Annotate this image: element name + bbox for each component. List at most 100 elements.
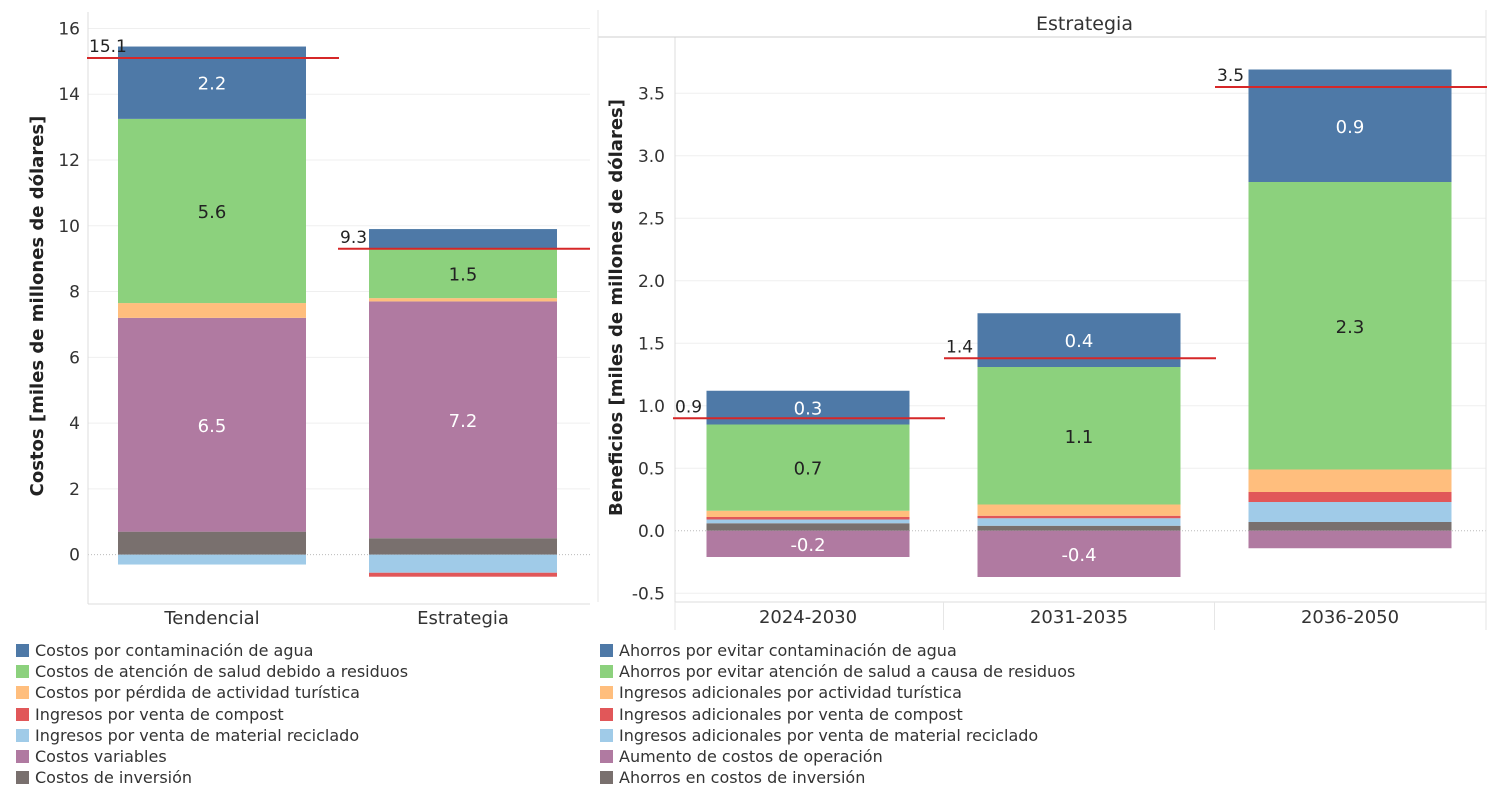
legend-costs: Costos por contaminación de agua Costos d… <box>16 640 408 788</box>
y-tick-label: 6 <box>69 348 80 368</box>
y-tick-label: -0.5 <box>632 584 665 604</box>
legend-benefits: Ahorros por evitar contaminación de agua… <box>600 640 1075 788</box>
y-tick-label: 8 <box>69 283 80 303</box>
legend: Costos por contaminación de agua Costos d… <box>0 640 1500 800</box>
bar-segment-red <box>1248 492 1452 502</box>
legend-label: Ahorros por evitar contaminación de agua <box>619 641 957 661</box>
x-tick-label: 2036-2050 <box>1301 607 1399 628</box>
bar-segment-orange <box>1248 469 1452 492</box>
bar-segment-orange <box>706 510 910 517</box>
legend-label: Ingresos por venta de compost <box>35 704 284 724</box>
y-tick-label: 1.0 <box>638 397 665 417</box>
legend-item: Costos de atención de salud debido a res… <box>16 661 408 682</box>
y-tick-label: 0.0 <box>638 522 665 542</box>
legend-swatch <box>600 771 613 785</box>
legend-swatch <box>600 728 613 742</box>
y-tick-label: 3.5 <box>638 84 665 104</box>
bar-segment-gray <box>369 538 557 555</box>
legend-label: Ingresos adicionales por venta de compos… <box>619 704 963 724</box>
bar-segment-purple <box>1248 530 1452 549</box>
bar-segment-orange <box>118 303 306 318</box>
legend-label: Costos por contaminación de agua <box>35 641 314 661</box>
bar-segment-lightblue <box>977 518 1181 526</box>
x-tick-label: 2024-2030 <box>759 607 857 628</box>
legend-item: Costos variables <box>16 746 408 767</box>
y-tick-label: 2.0 <box>638 272 665 292</box>
bar-segment-purple <box>369 301 557 539</box>
y-tick-label: 12 <box>58 151 80 171</box>
legend-swatch <box>600 750 613 764</box>
bar-segment-lightblue <box>706 519 910 524</box>
legend-item: Costos por contaminación de agua <box>16 640 408 661</box>
y-tick-label: 14 <box>58 85 80 105</box>
bar-segment-blue <box>1248 69 1452 182</box>
bar-segment-lightblue <box>369 554 557 573</box>
bar-segment-gray <box>1248 522 1452 531</box>
y-tick-label: 16 <box>58 19 80 39</box>
data-label: 0.9 <box>1336 117 1365 138</box>
bar-segment-lightblue <box>118 554 306 565</box>
data-label: 1.1 <box>1065 427 1094 448</box>
bar-segment-green <box>118 118 306 304</box>
legend-swatch <box>16 707 29 721</box>
data-label: 0.3 <box>794 399 823 420</box>
y-tick-label: 2 <box>69 480 80 500</box>
legend-item: Ahorros en costos de inversión <box>600 767 1075 788</box>
bar-segment-green <box>369 248 557 299</box>
legend-label: Costos por pérdida de actividad turístic… <box>35 683 360 703</box>
chart-title: Estrategia <box>1036 13 1133 35</box>
data-label: 6.5 <box>198 416 227 437</box>
legend-swatch <box>16 665 29 679</box>
legend-item: Ingresos por venta de material reciclado <box>16 725 408 746</box>
data-label: -0.2 <box>790 535 825 556</box>
legend-item: Ahorros por evitar atención de salud a c… <box>600 661 1075 682</box>
y-tick-label: 0 <box>69 546 80 566</box>
legend-item: Costos por pérdida de actividad turístic… <box>16 682 408 703</box>
bar-segment-gray <box>118 531 306 555</box>
data-label: 5.6 <box>198 202 227 223</box>
x-tick-label: 2031-2035 <box>1030 607 1128 628</box>
legend-swatch <box>16 771 29 785</box>
bar-segment-green <box>706 424 910 511</box>
bar-segment-purple <box>977 530 1181 577</box>
data-label: 1.5 <box>449 264 478 285</box>
bar-segment-red <box>977 515 1181 519</box>
legend-swatch <box>600 644 613 658</box>
bar-segment-lightblue <box>1248 502 1452 522</box>
bar-segment-blue <box>369 229 557 249</box>
legend-swatch <box>600 665 613 679</box>
bar-segment-orange <box>977 504 1181 516</box>
total-label: 9.3 <box>340 228 367 248</box>
legend-item: Costos de inversión <box>16 767 408 788</box>
legend-swatch <box>16 728 29 742</box>
legend-label: Ingresos adicionales por venta de materi… <box>619 725 1039 745</box>
total-label: 0.9 <box>675 397 702 417</box>
legend-item: Ingresos adicionales por venta de compos… <box>600 704 1075 725</box>
legend-label: Ingresos por venta de material reciclado <box>35 725 360 745</box>
data-label: 0.4 <box>1065 331 1094 352</box>
legend-label: Aumento de costos de operación <box>619 747 883 767</box>
data-label: -0.4 <box>1061 545 1096 566</box>
legend-item: Ingresos adicionales por actividad turís… <box>600 682 1075 703</box>
y-axis-label: Beneficios [miles de millones de dólares… <box>606 99 627 516</box>
y-tick-label: 10 <box>58 217 80 237</box>
total-label: 15.1 <box>89 37 127 57</box>
legend-item: Aumento de costos de operación <box>600 746 1075 767</box>
legend-item: Ahorros por evitar contaminación de agua <box>600 640 1075 661</box>
legend-item: Ingresos adicionales por venta de materi… <box>600 725 1075 746</box>
y-axis-label: Costos [miles de millones de dólares] <box>27 116 48 497</box>
bar-segment-red <box>706 517 910 520</box>
bar-segment-green <box>977 367 1181 505</box>
bar-segment-gray <box>706 523 910 531</box>
legend-label: Ingresos adicionales por actividad turís… <box>619 683 962 703</box>
legend-swatch <box>16 644 29 658</box>
bar-segment-purple <box>118 317 306 532</box>
legend-label: Ahorros por evitar atención de salud a c… <box>619 662 1076 682</box>
legend-swatch <box>16 686 29 700</box>
x-tick-label: Tendencial <box>163 608 259 629</box>
stacked-bar-charts: 0 2 4 6 8 10 12 14 16 Costos [miles de millones d… <box>27 10 1487 630</box>
bar-segment-orange <box>369 298 557 302</box>
y-tick-label: 0.5 <box>638 459 665 479</box>
y-tick-label: 2.5 <box>638 209 665 229</box>
bar-segment-red <box>369 572 557 577</box>
